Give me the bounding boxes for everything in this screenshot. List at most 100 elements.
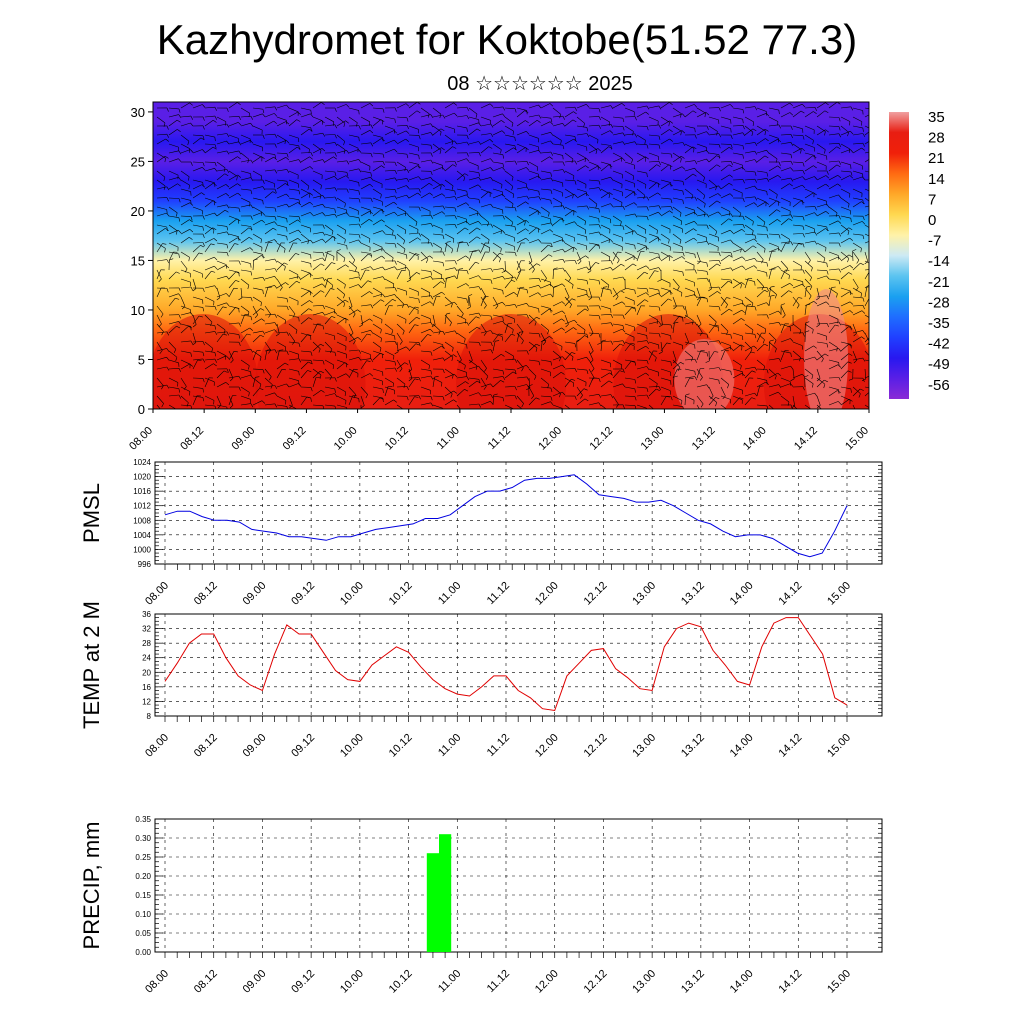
x-tick-label: 11.12: [486, 425, 513, 452]
wind-barb: [828, 268, 839, 271]
wind-barb: [720, 116, 731, 120]
wind-barb-flag: [399, 341, 403, 345]
wind-barb: [420, 223, 431, 226]
wind-barb-flag: [321, 148, 326, 152]
wind-barb-flag: [441, 193, 446, 197]
wind-barb: [852, 296, 864, 299]
wind-barb: [744, 397, 752, 406]
wind-barb-flag: [874, 212, 877, 215]
wind-barb-flag: [774, 375, 777, 380]
wind-barb: [732, 318, 742, 325]
wind-barb: [456, 368, 467, 373]
wind-barb-flag: [816, 324, 820, 328]
wind-barb: [624, 296, 635, 302]
wind-barb-flag: [320, 343, 325, 347]
wind-barb: [648, 124, 659, 127]
wind-barb: [684, 358, 696, 361]
wind-barb: [552, 386, 561, 394]
wind-barb: [816, 377, 826, 385]
wind-barb: [408, 287, 419, 292]
wind-barb: [612, 125, 624, 127]
wind-barb-flag: [550, 200, 552, 205]
wind-barb-flag: [826, 263, 828, 268]
wind-barb: [468, 286, 479, 289]
wind-barb-flag: [451, 185, 454, 190]
wind-barb: [168, 251, 174, 262]
wind-barb: [372, 323, 382, 330]
wind-barb-flag: [466, 344, 468, 349]
wind-barb-flag: [343, 123, 346, 127]
wind-barb-flag: [225, 382, 230, 386]
wind-barb: [768, 107, 779, 111]
wind-barb: [156, 341, 163, 351]
wind-barb-flag: [202, 104, 206, 108]
x-tick-label: 12.00: [533, 968, 561, 996]
wind-barb: [720, 251, 732, 253]
wind-barb-flag: [574, 160, 578, 165]
wind-barb-flag: [320, 370, 324, 374]
wind-barb: [228, 350, 234, 361]
wind-barb: [420, 255, 430, 262]
wind-barb-flag: [466, 298, 468, 303]
wind-barb: [600, 192, 610, 199]
wind-barb: [180, 122, 191, 127]
wind-barb: [240, 224, 251, 227]
wind-barb-flag: [586, 357, 590, 361]
wind-barb-flag: [192, 288, 197, 292]
wind-barb-flag: [250, 371, 252, 376]
wind-barb: [252, 308, 261, 316]
wind-barb: [204, 377, 215, 383]
wind-barb-flag: [286, 104, 290, 109]
wind-barb: [312, 188, 322, 196]
wind-barb: [348, 323, 354, 334]
wind-barb-flag: [855, 414, 858, 417]
wind-barb-flag: [430, 351, 433, 356]
wind-barb: [312, 231, 323, 235]
wind-barb: [636, 287, 648, 290]
wind-barb: [492, 354, 502, 361]
wind-barb-flag: [682, 190, 684, 195]
wind-barb: [696, 350, 707, 353]
wind-barb-flag: [306, 396, 311, 399]
wind-barb-flag: [502, 106, 506, 111]
wind-barb: [576, 152, 586, 159]
wind-barb: [396, 296, 405, 305]
colorbar-label: -56: [928, 377, 950, 394]
precip-bar: [426, 853, 439, 952]
wind-barb: [600, 287, 604, 298]
wind-barb-flag: [853, 359, 858, 364]
wind-barb-flag: [224, 209, 229, 213]
wind-barb-flag: [875, 269, 877, 273]
wind-barb-flag: [382, 161, 385, 166]
wind-barb: [588, 215, 599, 219]
wind-barb: [336, 350, 347, 355]
wind-barb: [528, 292, 539, 298]
wind-barb-flag: [814, 176, 818, 180]
wind-barb: [636, 196, 647, 199]
wind-barb-flag: [682, 317, 684, 322]
wind-barb: [756, 278, 764, 287]
wind-barb-flag: [634, 307, 636, 312]
wind-barb: [624, 152, 633, 160]
wind-barb: [768, 209, 777, 217]
wind-barb: [240, 122, 251, 127]
wind-barb: [348, 233, 360, 235]
wind-barb: [228, 368, 234, 379]
wind-barb: [720, 125, 731, 129]
wind-barb-flag: [674, 321, 679, 324]
wind-barb: [780, 233, 790, 240]
wind-barb: [408, 152, 419, 156]
x-tick-label: 10.12: [387, 732, 415, 760]
wind-barb-flag: [565, 324, 569, 328]
wind-barb: [648, 350, 654, 361]
wind-barb: [732, 341, 743, 347]
wind-barb: [588, 124, 600, 127]
wind-barb-flag: [667, 298, 672, 301]
wind-barb-flag: [297, 229, 302, 234]
wind-barb: [588, 206, 599, 209]
wind-barb: [768, 251, 772, 262]
wind-barb-flag: [381, 255, 385, 259]
wind-barb-flag: [366, 333, 371, 336]
wind-barb: [864, 359, 869, 362]
wind-barb-flag: [550, 308, 552, 313]
